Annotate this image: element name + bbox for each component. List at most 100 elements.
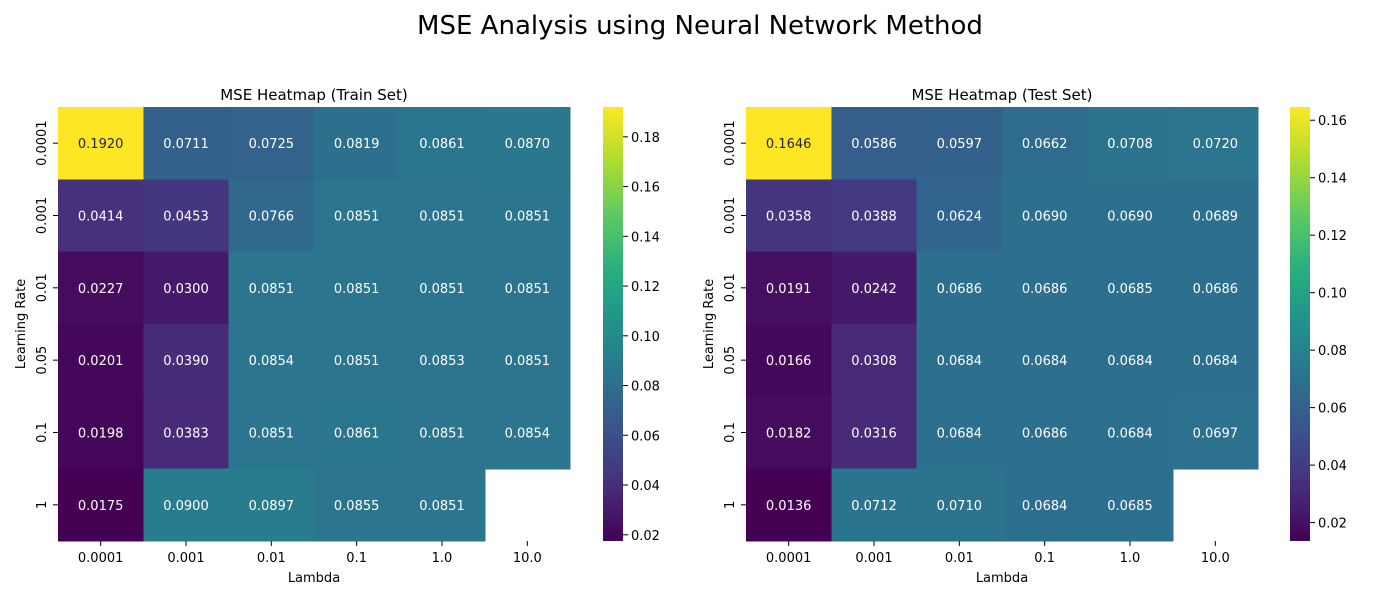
x-axis-label: Lambda bbox=[976, 571, 1028, 586]
y-tick-label: 0.01 bbox=[35, 273, 50, 302]
heatmap-cell-label: 0.0662 bbox=[1022, 137, 1068, 152]
heatmap-cell-label: 0.0308 bbox=[851, 354, 897, 369]
heatmap-cell bbox=[831, 396, 918, 470]
heatmap-cell-label: 0.0191 bbox=[766, 282, 812, 297]
heatmap-cell bbox=[831, 323, 918, 397]
heatmap-cell bbox=[143, 179, 230, 253]
colorbar-tick-label: 0.06 bbox=[631, 429, 660, 444]
train-heatmap-panel: MSE Heatmap (Train Set) 0.1920 0.0711 0.072… bbox=[14, 86, 660, 586]
x-tick-label: 0.1 bbox=[346, 551, 367, 566]
heatmap-cell bbox=[228, 251, 315, 325]
heatmap-cell-label: 0.0851 bbox=[334, 282, 380, 297]
heatmap-cell bbox=[916, 468, 1003, 542]
figure-title: MSE Analysis using Neural Network Method bbox=[417, 11, 983, 41]
heatmap-cell bbox=[1172, 107, 1259, 180]
heatmap-cell-label: 0.1920 bbox=[78, 137, 124, 152]
heatmap-cell-label: 0.0851 bbox=[334, 354, 380, 369]
heatmap-cell bbox=[746, 323, 832, 397]
x-axis-label: Lambda bbox=[288, 571, 340, 586]
heatmap-cell bbox=[916, 179, 1003, 253]
heatmap-cell bbox=[313, 251, 400, 325]
heatmap-cell bbox=[143, 251, 230, 325]
x-tick-label: 0.01 bbox=[257, 551, 286, 566]
test-heatmap-title: MSE Heatmap (Test Set) bbox=[911, 86, 1092, 104]
heatmap-cell-label: 0.0854 bbox=[505, 426, 551, 441]
colorbar-tick-label: 0.04 bbox=[1318, 459, 1347, 474]
heatmap-cell bbox=[1001, 179, 1088, 253]
heatmap-cell-label: 0.0624 bbox=[937, 209, 983, 224]
heatmap-cell bbox=[58, 396, 144, 470]
heatmap-cell bbox=[1001, 396, 1088, 470]
colorbar-tick-label: 0.12 bbox=[631, 280, 660, 295]
heatmap-cell bbox=[746, 179, 832, 253]
heatmap-cell bbox=[399, 251, 486, 325]
heatmap-cell bbox=[1001, 468, 1088, 542]
heatmap-cell bbox=[1087, 107, 1174, 180]
heatmap-cell-label: 0.0684 bbox=[937, 354, 983, 369]
heatmap-cell bbox=[399, 396, 486, 470]
heatmap-cell bbox=[143, 396, 230, 470]
y-tick-label: 1 bbox=[723, 501, 738, 509]
heatmap-cell-label: 0.0819 bbox=[334, 137, 380, 152]
heatmap-cell bbox=[1087, 468, 1174, 542]
heatmap-cell bbox=[313, 468, 400, 542]
y-tick-label: 0.01 bbox=[723, 273, 738, 302]
heatmap-cell bbox=[746, 251, 832, 325]
y-tick-label: 1 bbox=[35, 501, 50, 509]
heatmap-cell bbox=[746, 468, 832, 542]
heatmap-cell-label: 0.0851 bbox=[419, 426, 465, 441]
colorbar-tick-label: 0.14 bbox=[1318, 172, 1347, 187]
heatmap-cell-label: 0.1646 bbox=[766, 137, 812, 152]
colorbar-tick-label: 0.04 bbox=[631, 479, 660, 494]
heatmap-cell-label: 0.0870 bbox=[505, 137, 551, 152]
heatmap-cell-label: 0.0712 bbox=[851, 499, 897, 514]
heatmap-cell-label: 0.0686 bbox=[1022, 282, 1068, 297]
heatmap-cell-label: 0.0684 bbox=[1022, 499, 1068, 514]
heatmap-cell-label: 0.0684 bbox=[1193, 354, 1239, 369]
colorbar-tick-label: 0.12 bbox=[1318, 229, 1347, 244]
colorbar-tick-label: 0.18 bbox=[631, 131, 660, 146]
heatmap-cell-label: 0.0316 bbox=[851, 426, 897, 441]
heatmap-cell bbox=[484, 251, 571, 325]
heatmap-cell bbox=[1172, 251, 1259, 325]
heatmap-cell bbox=[831, 251, 918, 325]
heatmap-cell bbox=[1172, 396, 1259, 470]
heatmap-cell-label: 0.0684 bbox=[1107, 354, 1153, 369]
x-tick-label: 1.0 bbox=[432, 551, 453, 566]
heatmap-cell-label: 0.0166 bbox=[766, 354, 812, 369]
heatmap-cell-label: 0.0900 bbox=[163, 499, 209, 514]
colorbar-tick-label: 0.16 bbox=[1318, 114, 1347, 129]
colorbar-tick-label: 0.02 bbox=[631, 529, 660, 544]
heatmap-cell bbox=[484, 107, 571, 180]
heatmap-cell-label: 0.0690 bbox=[1022, 209, 1068, 224]
heatmap-cell-label: 0.0388 bbox=[851, 209, 897, 224]
heatmap-cell bbox=[313, 179, 400, 253]
heatmap-cell bbox=[228, 179, 315, 253]
heatmap-cell bbox=[746, 396, 832, 470]
heatmap-cell-label: 0.0697 bbox=[1193, 426, 1239, 441]
colorbar-tick-label: 0.14 bbox=[631, 230, 660, 245]
test-colorbar bbox=[1290, 107, 1310, 541]
y-axis-label: Learning Rate bbox=[14, 279, 29, 369]
heatmap-cell-label: 0.0861 bbox=[334, 426, 380, 441]
heatmap-cell-label: 0.0851 bbox=[334, 209, 380, 224]
heatmap-cell-label: 0.0897 bbox=[249, 499, 295, 514]
heatmap-cell-label: 0.0861 bbox=[419, 137, 465, 152]
colorbar-tick-label: 0.08 bbox=[1318, 344, 1347, 359]
heatmap-cell bbox=[484, 179, 571, 253]
heatmap-cell-label: 0.0851 bbox=[249, 426, 295, 441]
heatmap-cell-label: 0.0684 bbox=[937, 426, 983, 441]
y-tick-label: 0.0001 bbox=[35, 120, 50, 166]
heatmap-cell-label: 0.0182 bbox=[766, 426, 812, 441]
heatmap-cell bbox=[143, 107, 230, 180]
heatmap-cell bbox=[228, 396, 315, 470]
y-tick-label: 0.05 bbox=[35, 346, 50, 375]
heatmap-cell bbox=[1087, 323, 1174, 397]
heatmap-cell bbox=[228, 468, 315, 542]
y-axis-label: Learning Rate bbox=[702, 279, 717, 369]
heatmap-cell-label: 0.0175 bbox=[78, 499, 124, 514]
y-tick-label: 0.001 bbox=[723, 197, 738, 234]
y-tick-label: 0.05 bbox=[723, 346, 738, 375]
heatmap-cell bbox=[1172, 179, 1259, 253]
